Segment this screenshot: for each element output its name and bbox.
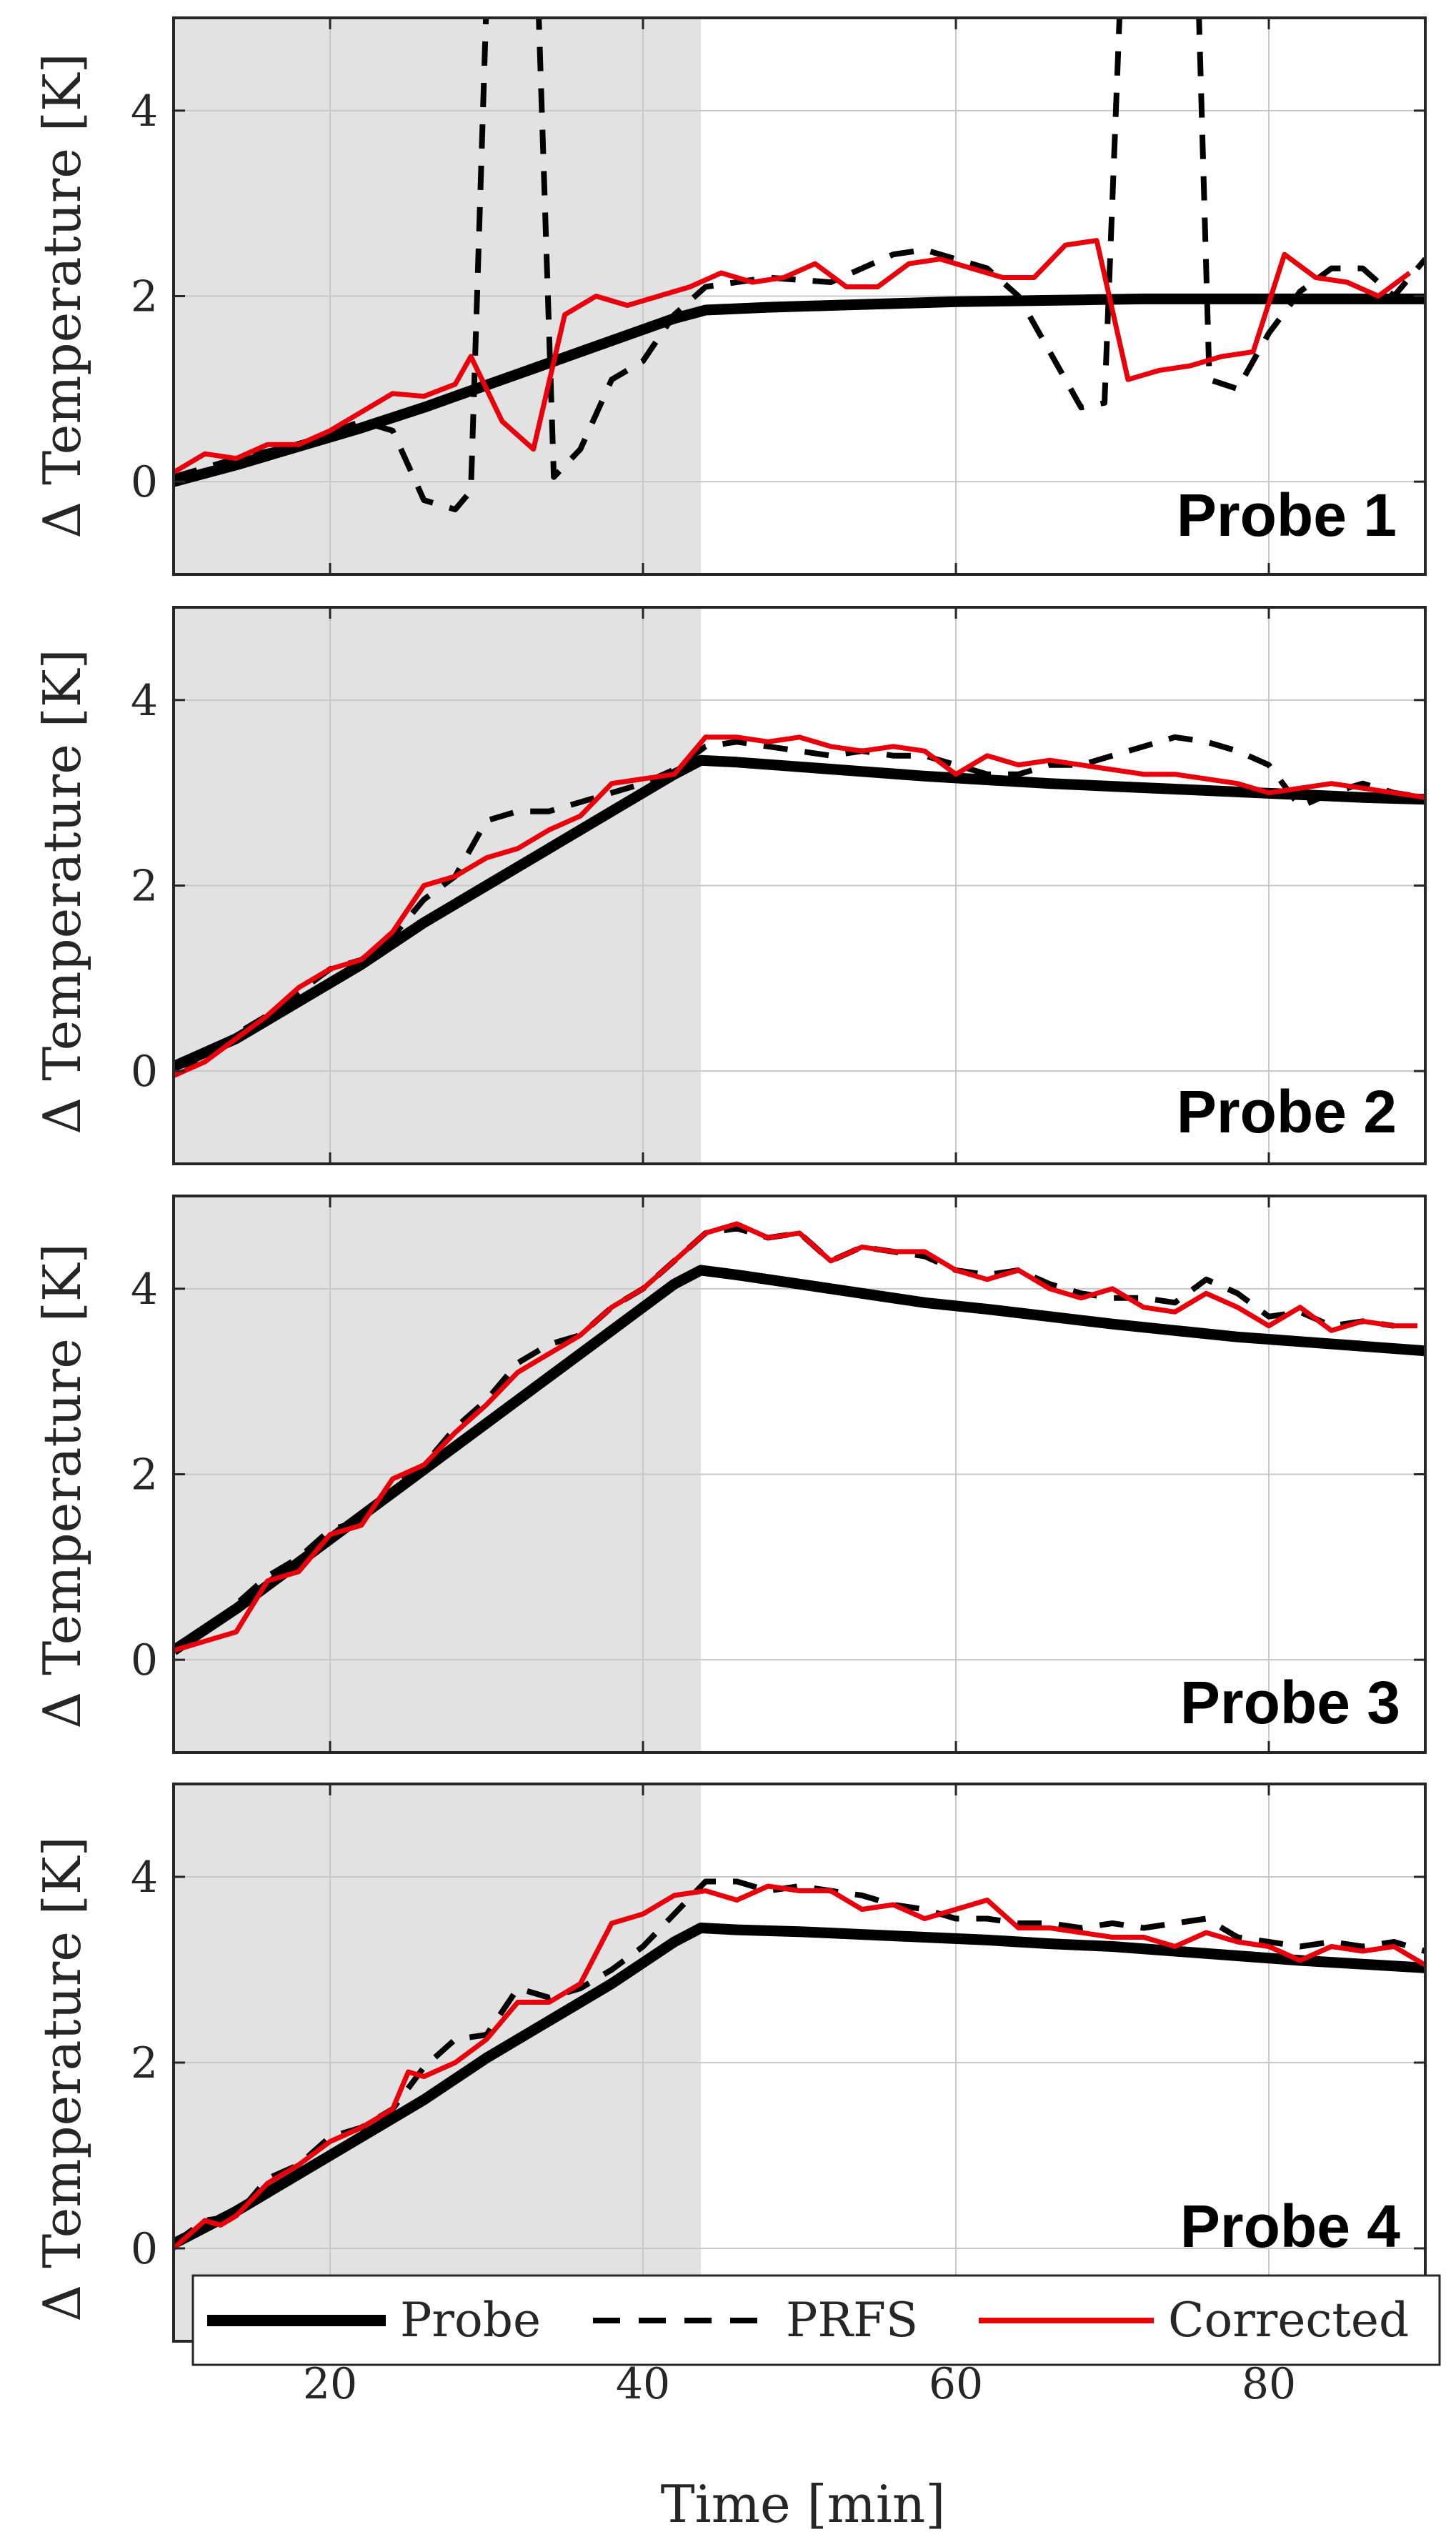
x-tick-label: 40	[616, 2359, 670, 2409]
axes-frame	[172, 606, 1427, 1165]
y-tick-label: 0	[131, 2224, 158, 2274]
series-line-prfs-2	[174, 734, 1425, 1070]
legend-label-prfs: PRFS	[786, 2293, 918, 2348]
series-line-probe-3	[174, 1265, 1425, 1655]
probe-label-1: Probe 1	[1177, 482, 1397, 549]
y-tick-label: 4	[131, 1853, 158, 1903]
y-tick-label: 4	[131, 676, 158, 726]
panel-probe-3: 0 2 4	[131, 1195, 1427, 1754]
y-tick-label: 0	[131, 1635, 158, 1685]
y-tick-label: 0	[131, 1047, 158, 1097]
y-tick-label: 2	[131, 1450, 158, 1500]
panel-probe-1: 0 2 4	[131, 16, 1427, 576]
y-axis-label-4: Δ Temperature [K]	[32, 1836, 92, 2321]
y-axis-label-2: Δ Temperature [K]	[32, 649, 92, 1134]
series-line-corrected-1	[174, 238, 1412, 475]
series-line-probe-2	[174, 754, 1425, 1072]
series-line-probe-4	[174, 1923, 1425, 2249]
y-tick-label: 2	[131, 272, 158, 322]
series-line-probe-1	[174, 293, 1425, 487]
x-axis-label: Time [min]	[661, 2474, 946, 2532]
axes-frame	[172, 1195, 1427, 1754]
probe-label-2: Probe 2	[1177, 1078, 1397, 1145]
y-tick-label: 0	[131, 457, 158, 507]
series-line-corrected-4	[174, 1883, 1425, 2251]
y-tick-label: 4	[131, 86, 158, 136]
probe-label-4: Probe 4	[1180, 2193, 1400, 2260]
x-tick-label: 80	[1242, 2359, 1296, 2409]
x-tick-label: 60	[929, 2359, 983, 2409]
y-tick-label: 4	[131, 1265, 158, 1315]
y-axis-label-1: Δ Temperature [K]	[32, 53, 92, 538]
legend-box	[191, 2274, 1441, 2366]
axes-frame	[172, 16, 1427, 576]
series-line-corrected-3	[174, 1221, 1417, 1653]
legend: Probe PRFS Corrected	[191, 2274, 1441, 2366]
y-tick-label: 2	[131, 862, 158, 912]
probe-label-3: Probe 3	[1180, 1669, 1400, 1736]
legend-label-corrected: Corrected	[1168, 2293, 1409, 2348]
legend-label-probe: Probe	[400, 2293, 541, 2348]
x-tick-label: 20	[303, 2359, 357, 2409]
panel-probe-4: 0 2 4	[131, 1783, 1427, 2343]
panel-probe-2: 0 2 4	[131, 606, 1427, 1165]
series-line-prfs-1	[174, 18, 1425, 513]
y-tick-label: 2	[131, 2038, 158, 2088]
series-line-corrected-2	[174, 734, 1425, 1078]
y-axis-label-3: Δ Temperature [K]	[32, 1243, 92, 1728]
